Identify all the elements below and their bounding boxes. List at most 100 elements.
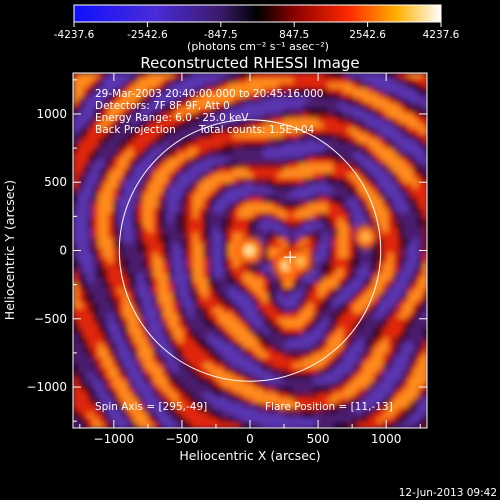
image-pixel (168, 283, 174, 289)
image-pixel (383, 273, 389, 279)
image-pixel (183, 138, 189, 144)
image-pixel (213, 263, 219, 269)
image-pixel (173, 258, 179, 264)
image-pixel (133, 313, 139, 319)
image-pixel (118, 208, 124, 214)
image-pixel (98, 403, 104, 409)
image-pixel (358, 78, 364, 84)
image-pixel (383, 153, 389, 159)
image-pixel (78, 218, 84, 224)
image-pixel (403, 213, 409, 219)
image-pixel (208, 248, 214, 254)
image-pixel (168, 88, 174, 94)
image-pixel (263, 148, 269, 154)
image-pixel (283, 238, 289, 244)
image-pixel (318, 258, 324, 264)
image-pixel (388, 368, 394, 374)
image-pixel (188, 103, 194, 109)
image-pixel (328, 98, 334, 104)
image-pixel (193, 278, 199, 284)
image-pixel (298, 413, 304, 419)
image-pixel (258, 118, 264, 124)
image-pixel (328, 268, 334, 274)
image-pixel (398, 418, 404, 424)
image-pixel (223, 143, 229, 149)
image-pixel (263, 368, 269, 374)
image-pixel (248, 333, 254, 339)
image-pixel (418, 283, 424, 289)
image-pixel (153, 153, 159, 159)
colorbar-tick-label: -847.5 (204, 29, 238, 41)
image-pixel (203, 273, 209, 279)
image-pixel (268, 383, 274, 389)
image-pixel (328, 313, 334, 319)
image-pixel (158, 208, 164, 214)
image-pixel (73, 183, 79, 189)
image-pixel (253, 358, 259, 364)
image-pixel (213, 128, 219, 134)
image-pixel (353, 348, 359, 354)
image-pixel (288, 128, 294, 134)
image-pixel (158, 393, 164, 399)
image-pixel (218, 178, 224, 184)
image-pixel (373, 118, 379, 124)
image-pixel (118, 203, 124, 209)
image-pixel (283, 118, 289, 124)
image-pixel (138, 138, 144, 144)
image-pixel (368, 113, 374, 119)
image-pixel (298, 93, 304, 99)
image-pixel (338, 113, 344, 119)
image-pixel (218, 213, 224, 219)
image-pixel (248, 278, 254, 284)
image-pixel (203, 338, 209, 344)
image-pixel (348, 178, 354, 184)
image-pixel (323, 188, 329, 194)
image-pixel (238, 328, 244, 334)
image-pixel (383, 113, 389, 119)
image-pixel (373, 313, 379, 319)
image-pixel (268, 143, 274, 149)
image-pixel (138, 83, 144, 89)
image-pixel (418, 268, 424, 274)
image-pixel (303, 283, 309, 289)
image-pixel (98, 193, 104, 199)
image-pixel (103, 303, 109, 309)
image-pixel (228, 268, 234, 274)
image-pixel (338, 178, 344, 184)
image-pixel (278, 133, 284, 139)
image-pixel (108, 253, 114, 259)
image-pixel (108, 388, 114, 394)
image-pixel (323, 213, 329, 219)
image-pixel (138, 218, 144, 224)
image-pixel (338, 118, 344, 124)
image-pixel (143, 263, 149, 269)
image-pixel (283, 333, 289, 339)
image-pixel (123, 388, 129, 394)
image-pixel (128, 223, 134, 229)
image-pixel (408, 318, 414, 324)
image-pixel (313, 383, 319, 389)
image-pixel (83, 353, 89, 359)
image-pixel (278, 208, 284, 214)
image-pixel (403, 318, 409, 324)
image-pixel (208, 193, 214, 199)
image-pixel (93, 238, 99, 244)
image-pixel (208, 323, 214, 329)
image-pixel (163, 168, 169, 174)
image-pixel (333, 313, 339, 319)
image-pixel (353, 418, 359, 424)
image-pixel (188, 108, 194, 114)
image-pixel (318, 333, 324, 339)
image-pixel (148, 83, 154, 89)
image-pixel (353, 353, 359, 359)
image-pixel (273, 73, 279, 79)
image-pixel (328, 258, 334, 264)
image-pixel (138, 248, 144, 254)
image-pixel (358, 183, 364, 189)
image-pixel (163, 253, 169, 259)
image-pixel (423, 228, 427, 234)
image-pixel (358, 408, 364, 414)
image-pixel (148, 88, 154, 94)
image-pixel (238, 273, 244, 279)
image-pixel (268, 318, 274, 324)
